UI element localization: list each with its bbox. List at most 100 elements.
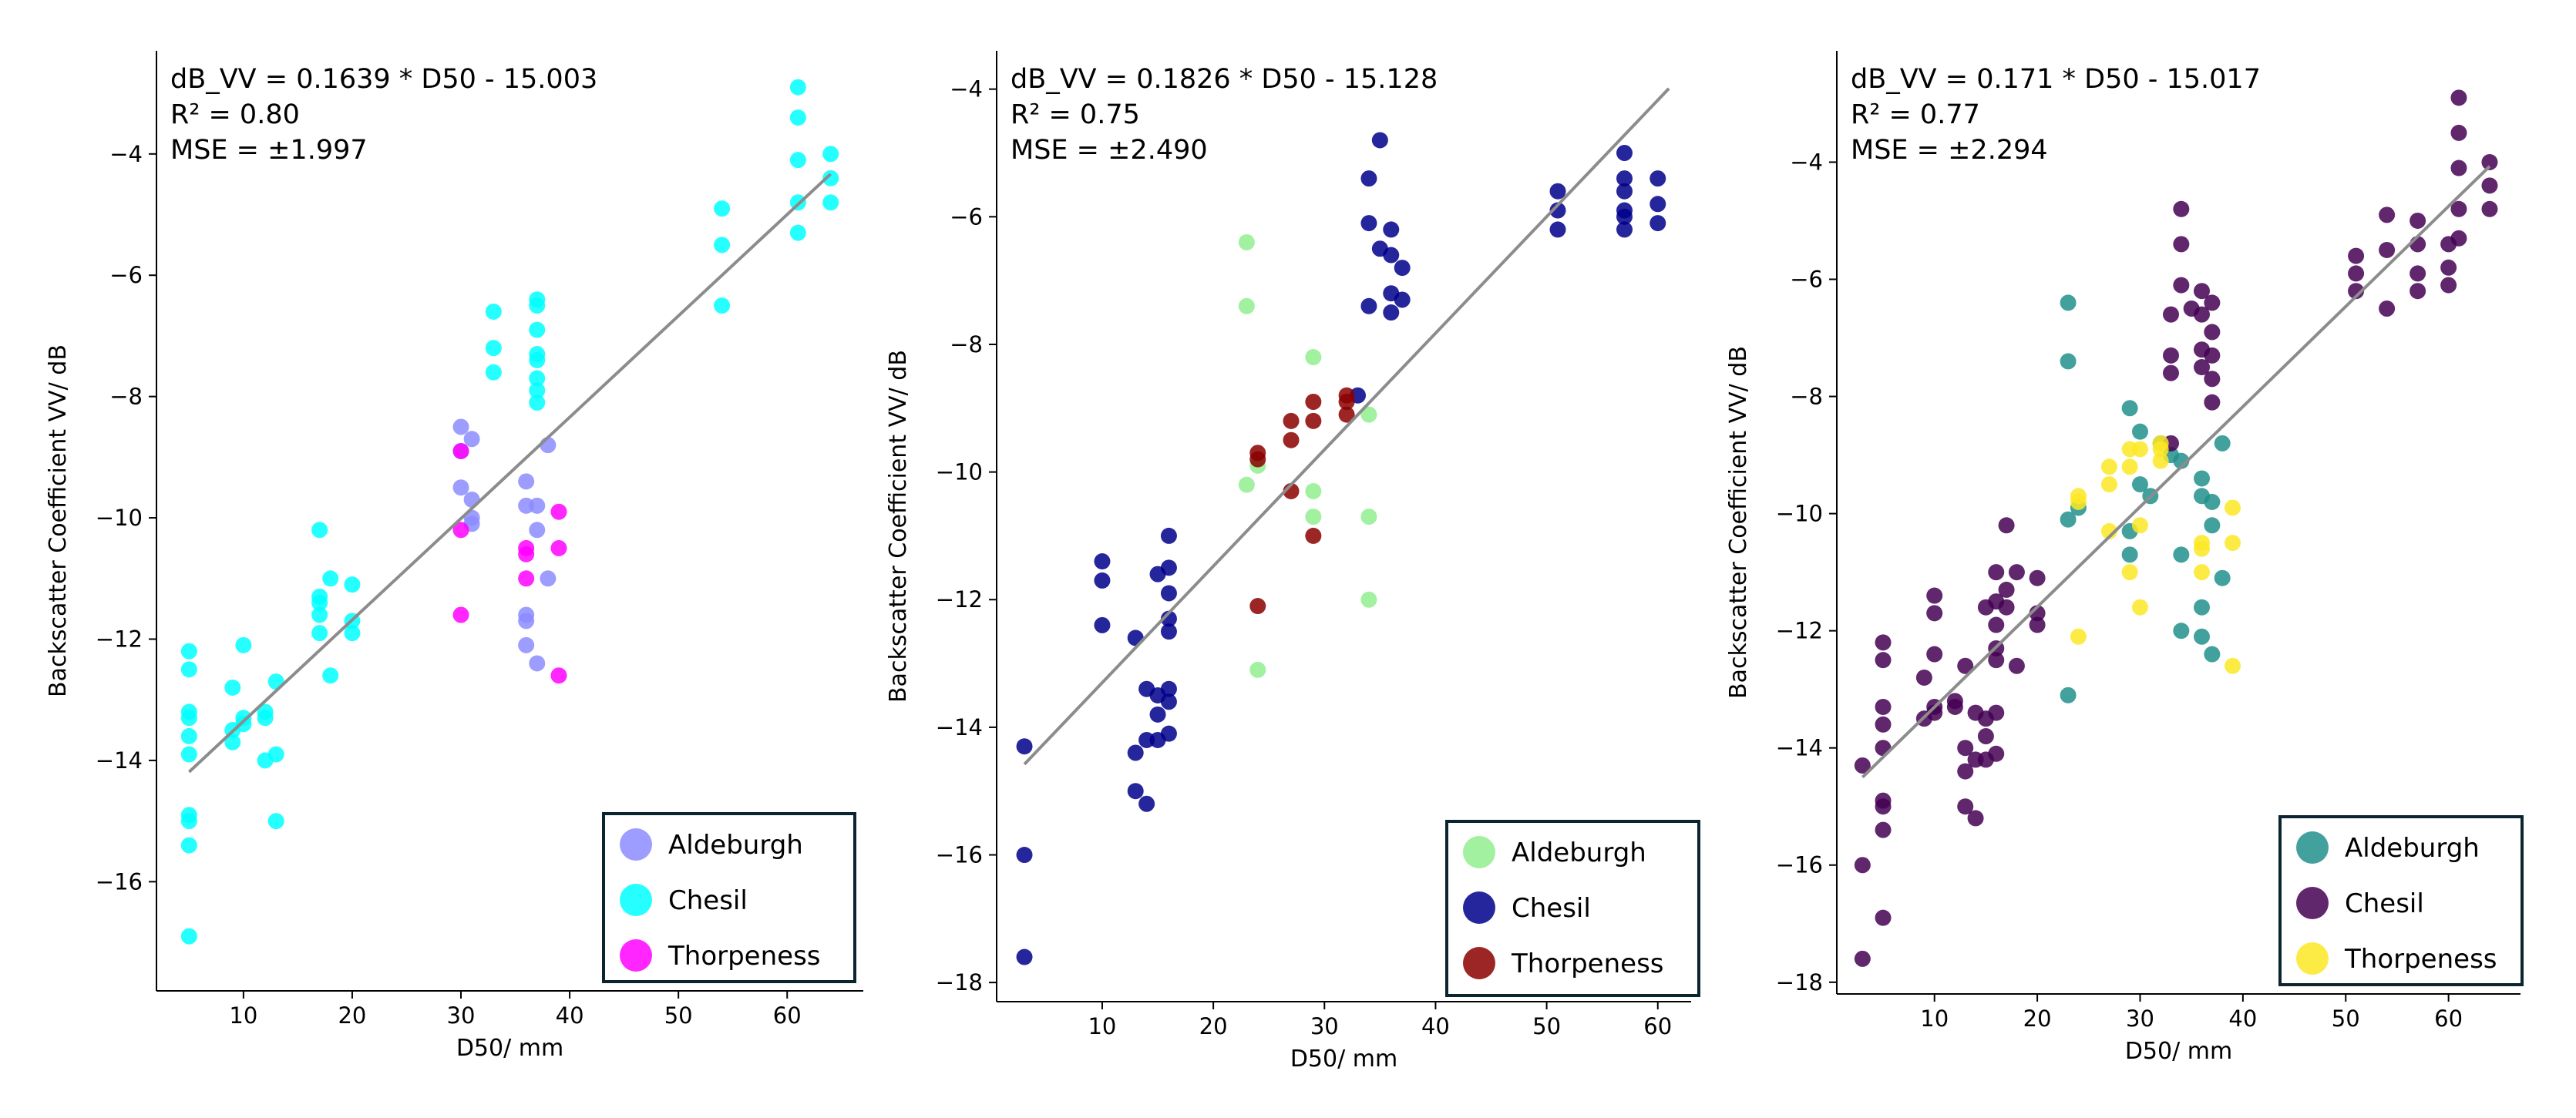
data-point-chesil	[1854, 950, 1871, 967]
data-point-chesil	[1650, 196, 1666, 213]
data-point-thorpeness	[2070, 493, 2087, 510]
x-axis-label: D50/ mm	[1290, 1046, 1397, 1073]
data-point-thorpeness	[550, 539, 567, 556]
y-tick-label: −12	[1776, 618, 1823, 644]
data-point-chesil	[2410, 212, 2426, 229]
legend-marker	[620, 939, 652, 972]
data-point-chesil	[714, 297, 731, 314]
y-axis-label: Backscatter Coefficient VV/ dB	[1725, 346, 1752, 699]
data-point-aldeburgh	[1238, 297, 1255, 314]
x-tick-label: 10	[1920, 1006, 1949, 1032]
data-point-aldeburgh	[529, 497, 546, 514]
data-point-chesil	[180, 928, 197, 945]
data-point-chesil	[529, 394, 546, 411]
data-point-chesil	[1875, 798, 1892, 815]
data-point-chesil	[1383, 304, 1400, 321]
data-point-chesil	[2204, 347, 2221, 364]
data-point-thorpeness	[518, 546, 535, 562]
data-point-thorpeness	[2152, 441, 2169, 458]
data-point-chesil	[1977, 727, 1994, 744]
data-point-chesil	[1160, 527, 1177, 544]
data-point-chesil	[2481, 200, 2498, 217]
regression-annotation-line: R² = 0.75	[1011, 99, 1140, 130]
data-point-chesil	[1394, 291, 1411, 308]
chart-panel-2: 10 20 30 40 50 60 −18 −16 −14 −12 −10 −8 −6 −4 D50/ mm…	[885, 51, 1700, 1073]
data-point-aldeburgh	[1360, 509, 1377, 525]
x-tick-label: 60	[773, 1002, 802, 1029]
data-point-chesil	[1946, 698, 1963, 715]
data-point-chesil	[1016, 948, 1033, 965]
data-point-chesil	[714, 237, 731, 253]
data-point-chesil	[235, 636, 252, 653]
chart-panel-1: 10 20 30 40 50 60 −16 −14 −12 −10 −8 −6 −4 D50/ mm Bac…	[45, 51, 863, 1062]
data-point-chesil	[2162, 364, 2179, 381]
data-point-aldeburgh	[2204, 517, 2221, 534]
data-point-chesil	[1127, 783, 1144, 800]
data-point-chesil	[311, 522, 328, 539]
data-point-chesil	[2204, 394, 2221, 411]
data-point-chesil	[2450, 124, 2467, 141]
data-point-chesil	[322, 667, 339, 684]
data-point-thorpeness	[2225, 499, 2241, 516]
legend: Aldeburgh Chesil Thorpeness	[602, 812, 856, 983]
y-tick-label: −14	[936, 714, 983, 740]
data-point-chesil	[2162, 347, 2179, 364]
legend-marker	[2296, 831, 2329, 864]
data-point-chesil	[1988, 652, 2005, 669]
data-point-aldeburgh	[2060, 294, 2077, 311]
data-point-chesil	[1988, 616, 2005, 633]
data-point-chesil	[2481, 153, 2498, 170]
data-point-chesil	[1957, 657, 1974, 674]
data-point-chesil	[1616, 145, 1633, 162]
data-point-aldeburgh	[2060, 511, 2077, 528]
x-tick-label: 30	[447, 1002, 476, 1029]
data-point-chesil	[311, 625, 328, 642]
y-tick-label: −18	[936, 969, 983, 995]
data-point-chesil	[1094, 572, 1111, 589]
data-point-chesil	[344, 625, 361, 642]
data-point-aldeburgh	[2194, 599, 2211, 616]
data-point-chesil	[1160, 623, 1177, 640]
data-point-chesil	[1160, 693, 1177, 710]
data-point-chesil	[1998, 599, 2015, 616]
data-point-thorpeness	[2100, 458, 2117, 475]
data-point-chesil	[1875, 909, 1892, 926]
data-point-chesil	[1360, 297, 1377, 314]
data-point-chesil	[2029, 616, 2046, 633]
data-point-chesil	[1360, 170, 1377, 187]
data-point-aldeburgh	[2194, 628, 2211, 645]
data-point-aldeburgh	[1360, 591, 1377, 608]
data-point-chesil	[1160, 680, 1177, 697]
data-point-aldeburgh	[2173, 546, 2190, 563]
data-point-thorpeness	[2121, 564, 2138, 581]
data-point-chesil	[180, 710, 197, 727]
data-point-chesil	[2204, 371, 2221, 388]
regression-annotation-line: MSE = ±1.997	[170, 135, 368, 166]
chart-panel-3: 10 20 30 40 50 60 −18 −16 −14 −12 −10 −8 −6 −4 D50/ mm…	[1725, 51, 2524, 1065]
data-point-chesil	[1138, 795, 1155, 812]
data-point-chesil	[2008, 657, 2025, 674]
data-point-chesil	[1926, 605, 1943, 622]
data-point-thorpeness	[2194, 564, 2211, 581]
data-point-chesil	[267, 813, 284, 830]
data-point-chesil	[1875, 698, 1892, 715]
data-point-thorpeness	[1305, 394, 1322, 411]
legend-marker	[620, 828, 652, 861]
data-point-chesil	[1616, 170, 1633, 187]
y-tick-label: −8	[1790, 384, 1823, 410]
data-point-aldeburgh	[518, 473, 535, 490]
data-point-chesil	[1394, 260, 1411, 277]
legend-entry: Thorpeness	[1511, 948, 1664, 979]
data-point-chesil	[257, 710, 274, 727]
data-point-thorpeness	[2100, 522, 2117, 539]
data-point-chesil	[224, 734, 241, 750]
data-point-thorpeness	[1305, 412, 1322, 429]
data-point-aldeburgh	[518, 636, 535, 653]
data-point-chesil	[2348, 265, 2365, 282]
data-point-thorpeness	[2225, 535, 2241, 552]
data-point-aldeburgh	[2060, 687, 2077, 703]
x-tick-label: 20	[338, 1002, 366, 1029]
y-tick-label: −8	[109, 384, 143, 410]
x-tick-label: 60	[1643, 1013, 1672, 1039]
data-point-chesil	[1149, 706, 1166, 723]
